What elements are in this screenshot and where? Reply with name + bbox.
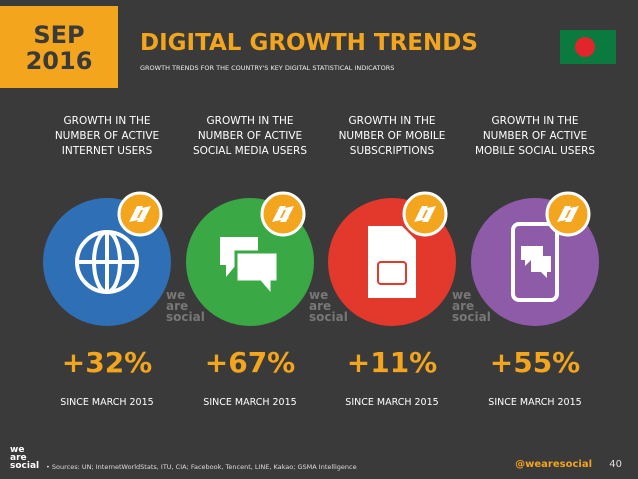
badge-arrow	[133, 206, 151, 222]
label-line: GROWTH IN THE	[348, 115, 436, 127]
growth-value: +32%	[61, 346, 153, 379]
label-line: MOBILE SOCIAL USERS	[474, 145, 596, 157]
label-line: GROWTH IN THE	[206, 115, 294, 127]
label-line: SUBSCRIPTIONS	[349, 145, 435, 157]
panel-label: GROWTH IN THE NUMBER OF ACTIVE INTERNET US…	[37, 114, 177, 159]
logo-word: are	[10, 453, 27, 463]
watermark-word: social	[309, 310, 348, 324]
watermark-word: social	[166, 310, 205, 324]
label-line: NUMBER OF ACTIVE	[197, 130, 303, 142]
phone	[511, 222, 559, 302]
watermark-word: are	[166, 299, 189, 313]
growth-value: +55%	[489, 346, 581, 379]
badge	[545, 191, 591, 237]
label-line: GROWTH IN THE	[491, 115, 579, 127]
badge-arrow	[418, 206, 436, 222]
month: SEP	[33, 21, 85, 49]
growth-value: +11%	[346, 346, 438, 379]
label-line: GROWTH IN THE	[63, 115, 151, 127]
watermark-word: are	[452, 299, 475, 313]
sources: • Sources: UN; InternetWorldStats, ITU, …	[46, 463, 357, 471]
watermark-word: are	[309, 299, 332, 313]
badge	[260, 191, 306, 237]
panel-label: GROWTH IN THE NUMBER OF ACTIVE MOBILE SOCI…	[465, 114, 605, 159]
bubble	[234, 250, 280, 301]
date-box: SEP 2016	[0, 6, 118, 88]
label-line: NUMBER OF ACTIVE	[482, 130, 588, 142]
panel-label: GROWTH IN THE NUMBER OF MOBILE SUBSCRIPTIO…	[322, 114, 462, 159]
panel-label: GROWTH IN THE NUMBER OF ACTIVE SOCIAL MEDI…	[180, 114, 320, 159]
handle: @wearesocial	[515, 459, 592, 470]
watermark: we are social	[452, 288, 491, 324]
badge	[402, 191, 448, 237]
watermark: we are social	[166, 288, 205, 324]
logo-word: we	[10, 445, 25, 455]
badge	[117, 191, 163, 237]
subtitle: GROWTH TRENDS FOR THE COUNTRY'S KEY DIGI…	[140, 64, 395, 72]
watermark-word: social	[452, 310, 491, 324]
badge-arrow	[276, 206, 294, 222]
growth-value: +67%	[204, 346, 296, 379]
page-number: 40	[609, 459, 622, 470]
logo: we are social	[10, 445, 40, 471]
label-line: INTERNET USERS	[61, 145, 153, 157]
watermark: we are social	[309, 288, 348, 324]
logo-word: social	[10, 461, 40, 471]
label-line: SOCIAL MEDIA USERS	[192, 145, 308, 157]
badge-arrow	[561, 206, 579, 222]
bubble	[531, 256, 551, 278]
since-text: SINCE MARCH 2015	[488, 397, 582, 408]
label-line: NUMBER OF ACTIVE	[54, 130, 160, 142]
year: 2016	[25, 47, 93, 75]
watermark-word: we	[309, 288, 329, 302]
label-line: NUMBER OF MOBILE	[338, 130, 446, 142]
since-text: SINCE MARCH 2015	[203, 397, 297, 408]
title: DIGITAL GROWTH TRENDS	[140, 30, 478, 56]
watermark-word: we	[166, 288, 186, 302]
since-text: SINCE MARCH 2015	[60, 397, 154, 408]
flag	[560, 30, 616, 64]
since-text: SINCE MARCH 2015	[345, 397, 439, 408]
chip	[377, 261, 407, 285]
watermark-word: we	[452, 288, 472, 302]
